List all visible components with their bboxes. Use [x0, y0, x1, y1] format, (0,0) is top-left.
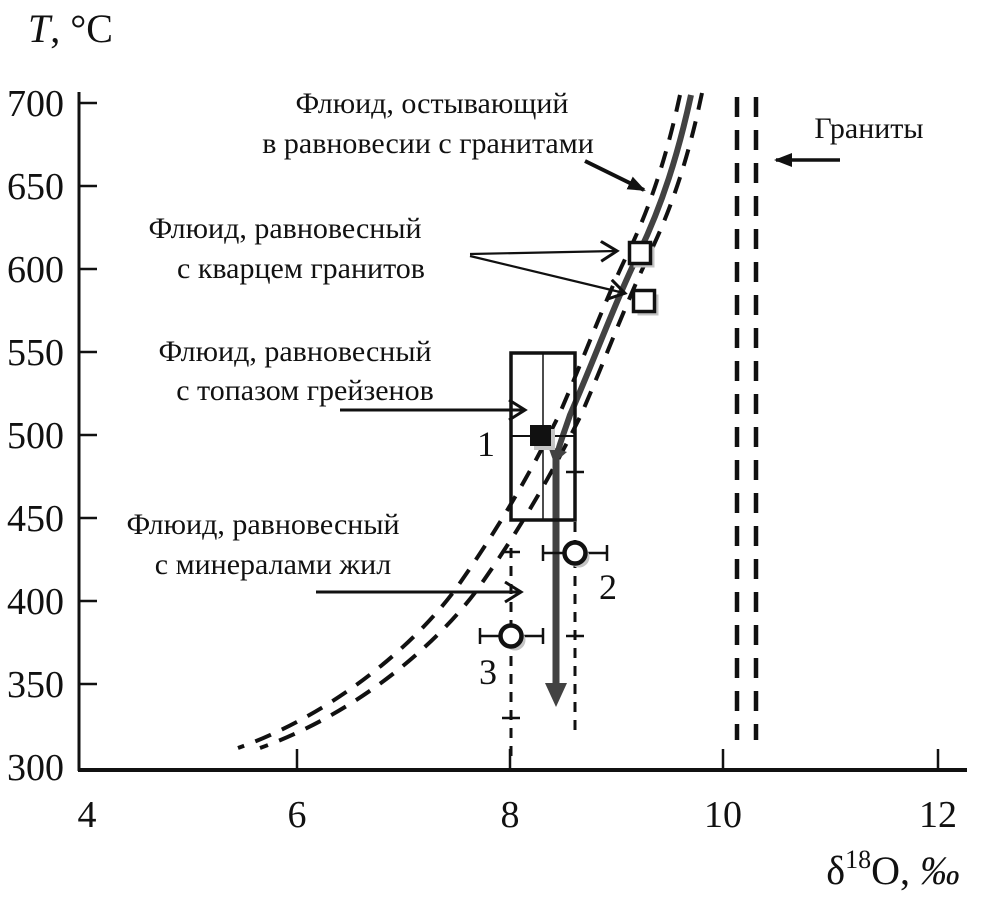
- point1-filled-square-marker: [530, 425, 551, 446]
- y-axis-title-symbol: T: [28, 6, 53, 51]
- x-tick-label: 12: [919, 794, 957, 836]
- quartz-square-2-marker: [631, 288, 657, 314]
- annotation-cooling-line2: в равновесии с гранитами: [262, 127, 594, 160]
- y-axis-title: T, °C: [28, 6, 113, 51]
- point2-circle-marker: [562, 540, 588, 566]
- x-axis-title: δ18O, ‰: [826, 845, 960, 893]
- point3-label: 3: [479, 652, 497, 692]
- x-tick-label: 10: [704, 794, 742, 836]
- annotation-quartz-fluid: Флюид, равновесный с кварцем гранитов: [148, 212, 624, 293]
- x-axis-title-permille: ‰: [920, 848, 960, 893]
- annotation-topaz-line1: Флюид, равновесный: [158, 335, 431, 368]
- y-tick-label: 550: [7, 332, 64, 374]
- annotation-cooling-arrow: [584, 159, 646, 192]
- x-tick-label: 8: [501, 794, 520, 836]
- x-axis-title-oxygen: O,: [871, 848, 920, 893]
- x-axis-ticks: [295, 749, 940, 770]
- y-tick-label: 500: [7, 415, 64, 457]
- annotation-quartz-arrow-2: [469, 254, 624, 293]
- quartz-points: [627, 240, 659, 316]
- granite-band: [734, 97, 759, 740]
- axes: 700 650 600 550 500 450 400 350 300 4 6 …: [7, 6, 967, 893]
- y-tick-label: 700: [7, 83, 64, 125]
- y-tick-label: 450: [7, 498, 64, 540]
- annotation-quartz-line1: Флюид, равновесный: [148, 212, 421, 245]
- curve-dashed-left: [237, 94, 682, 750]
- annotation-topaz-line2: с топазом грейзенов: [176, 374, 434, 407]
- annotation-granites: Граниты: [774, 112, 924, 167]
- curve-dashed-right: [259, 92, 704, 750]
- y-tick-label: 600: [7, 249, 64, 291]
- x-tick-label: 4: [78, 794, 97, 836]
- curve-solid: [555, 94, 694, 452]
- topaz-box-group: 1: [477, 351, 577, 522]
- y-tick-label: 400: [7, 581, 64, 623]
- down-arrowhead-icon: [545, 683, 567, 707]
- y-tick-label: 650: [7, 166, 64, 208]
- y-axis-ticks: [79, 101, 97, 686]
- annotation-quartz-line2: с кварцем гранитов: [177, 252, 425, 285]
- x-axis-title-superscript: 18: [845, 845, 871, 874]
- x-tick-labels: 4 6 8 10 12: [78, 794, 958, 836]
- annotation-cooling-line1: Флюид, остывающий: [296, 87, 569, 120]
- annotation-vein-line2: с минералами жил: [155, 548, 391, 581]
- y-tick-label: 350: [7, 664, 64, 706]
- annotation-granites-label: Граниты: [814, 112, 923, 145]
- point1-label: 1: [477, 424, 495, 464]
- annotation-vein-line1: Флюид, равновесный: [126, 508, 399, 541]
- y-axis-title-units: , °C: [50, 6, 113, 51]
- x-tick-label: 6: [288, 794, 307, 836]
- cooling-curve: [237, 92, 704, 750]
- x-axis-title-delta: δ: [826, 848, 845, 893]
- y-tick-labels: 700 650 600 550 500 450 400 350 300: [7, 83, 64, 789]
- point3-circle-marker: [498, 623, 524, 649]
- point2-label: 2: [599, 567, 617, 607]
- annotation-quartz-arrow-1: [469, 251, 616, 254]
- annotation-cooling-fluid: Флюид, остывающий в равновесии с гранита…: [262, 87, 646, 192]
- annotation-topaz-fluid: Флюид, равновесный с топазом грейзенов: [158, 335, 524, 410]
- y-tick-label: 300: [7, 747, 64, 789]
- annotation-vein-fluid: Флюид, равновесный с минералами жил: [126, 508, 520, 592]
- quartz-square-1-marker: [627, 240, 653, 266]
- vein-points: 2 3: [478, 468, 617, 757]
